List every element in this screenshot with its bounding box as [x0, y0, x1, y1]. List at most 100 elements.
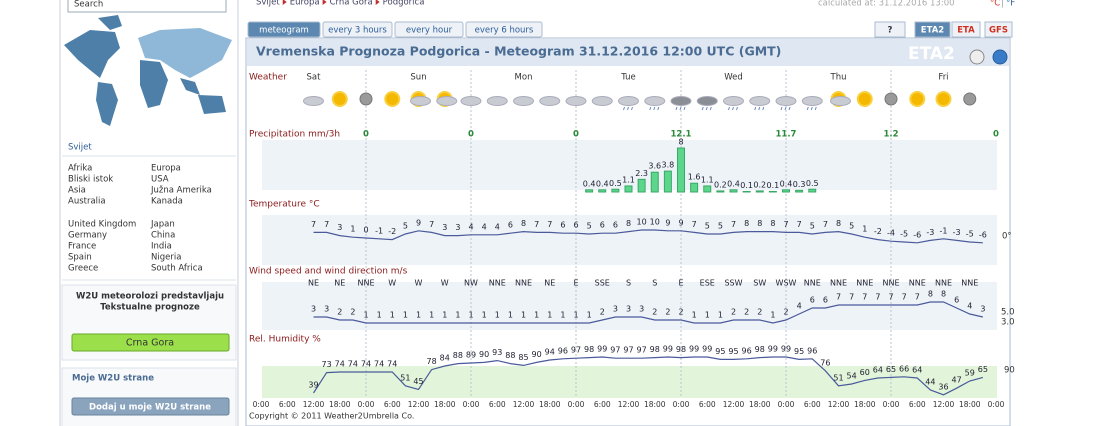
region-link[interactable]: USA — [151, 175, 169, 185]
time-label: 18:00 — [749, 400, 771, 409]
tab[interactable] — [247, 21, 321, 38]
region-link[interactable]: Južna Amerika — [150, 186, 212, 196]
country-link[interactable]: Germany — [68, 231, 107, 241]
unit-f[interactable]: °F — [1006, 0, 1015, 9]
humidity-label: 99 — [768, 345, 778, 354]
cloud-icon — [618, 96, 639, 106]
humidity-label: 78 — [427, 357, 437, 366]
country-link[interactable]: Japan — [150, 220, 175, 230]
promo-button-label[interactable]: Crna Gora — [126, 338, 174, 349]
tab-label[interactable]: every 3 hours — [328, 26, 387, 36]
precip-label: 2.3 — [635, 169, 648, 178]
back-icon[interactable] — [969, 49, 985, 65]
precip-bar — [585, 189, 594, 193]
wind-speed-label: 1 — [534, 311, 539, 320]
precip-total: 0 — [573, 130, 579, 140]
sun-icon — [856, 91, 873, 107]
row-label: Wind speed and wind direction m/s — [249, 267, 408, 277]
cloud-icon — [723, 96, 744, 106]
temperature-label: -2 — [874, 227, 882, 236]
add-button-label[interactable]: Dodaj u moje W2U strane — [89, 403, 211, 413]
region-link[interactable]: Kanada — [151, 197, 183, 207]
moon-icon — [963, 92, 977, 106]
rain-icon — [649, 106, 660, 111]
model-tab[interactable] — [951, 21, 981, 38]
country-link[interactable]: United Kingdom — [68, 220, 136, 230]
day-label: Sat — [307, 73, 322, 83]
day-label: Thu — [830, 73, 847, 83]
country-link[interactable]: India — [151, 242, 172, 252]
model-label[interactable]: ETA — [957, 26, 975, 36]
country-link[interactable]: Spain — [68, 253, 92, 263]
humidity-label: 98 — [650, 345, 660, 354]
temperature-label: 7 — [731, 220, 736, 229]
temperature-label: 7 — [797, 220, 802, 229]
wind-axis: 3.0 — [1001, 318, 1015, 328]
model-tab[interactable] — [984, 21, 1013, 38]
breadcrumb-item[interactable]: Svijet — [256, 0, 280, 8]
humidity-label: 84 — [440, 354, 450, 363]
country-link[interactable]: France — [68, 242, 96, 252]
model-tab[interactable] — [914, 21, 951, 38]
tab-label[interactable]: meteogram — [259, 26, 309, 36]
cloud-icon — [749, 96, 771, 106]
region-link[interactable]: Bliski istok — [68, 175, 113, 185]
precip-bar — [611, 188, 620, 193]
wind-speed-label: 3 — [311, 305, 316, 314]
breadcrumb-item[interactable]: Podgorica — [383, 0, 425, 8]
model-label[interactable]: ? — [888, 26, 893, 36]
tab-label[interactable]: every 6 hours — [475, 26, 534, 36]
temperature-label: 3 — [337, 223, 342, 232]
precip-label: 0.4 — [583, 179, 596, 188]
region-link[interactable]: Asia — [68, 186, 86, 196]
breadcrumb-item[interactable]: Crna Gora — [330, 0, 373, 8]
region-link[interactable]: Australia — [68, 197, 106, 207]
time-label: 6:00 — [594, 400, 611, 409]
wind-direction: NNE — [515, 279, 532, 288]
promo-button[interactable] — [71, 333, 230, 352]
humidity-label: 51 — [400, 373, 410, 382]
unit-c[interactable]: °C — [990, 0, 1000, 9]
temperature-label: 5 — [849, 222, 854, 231]
country-link[interactable]: China — [151, 231, 175, 241]
humidity-label: 97 — [610, 346, 620, 355]
time-label: 0:00 — [673, 400, 690, 409]
time-label: 6:00 — [909, 400, 926, 409]
region-link[interactable]: Europa — [151, 164, 181, 174]
time-label: 18:00 — [644, 400, 666, 409]
time-label: 6:00 — [699, 400, 716, 409]
globe-icon[interactable] — [992, 49, 1008, 65]
moon-icon — [884, 92, 898, 106]
tab[interactable] — [322, 21, 393, 38]
wind-direction: NNE — [935, 279, 952, 288]
panel-title: Vremenska Prognoza Podgorica - Meteogram… — [256, 44, 781, 59]
tab-label[interactable]: every hour — [406, 26, 453, 36]
search-box[interactable] — [67, 0, 227, 13]
wind-direction: NNE — [830, 279, 847, 288]
wind-speed-label: 3 — [980, 305, 985, 314]
precip-label: 0.4 — [596, 179, 609, 188]
tab[interactable] — [394, 21, 464, 38]
section-title[interactable]: Svijet — [68, 143, 92, 153]
region-link[interactable]: Afrika — [68, 164, 92, 174]
precip-total: 1.2 — [883, 130, 898, 140]
time-label: 0:00 — [463, 400, 480, 409]
model-label[interactable]: ETA2 — [921, 26, 945, 36]
humidity-label: 96 — [742, 346, 752, 355]
temperature-label: 6 — [573, 221, 578, 230]
tab[interactable] — [465, 21, 543, 38]
cloud-icon — [644, 96, 666, 106]
precip-bar — [637, 178, 646, 193]
wind-speed-label: 1 — [403, 311, 408, 320]
breadcrumb-item[interactable]: Europa — [290, 0, 320, 8]
country-link[interactable]: Nigeria — [151, 253, 181, 263]
humidity-label: 99 — [702, 345, 712, 354]
sun-icon — [909, 91, 926, 107]
model-tab[interactable] — [874, 21, 906, 38]
model-label[interactable]: GFS — [989, 26, 1008, 36]
add-button[interactable] — [71, 397, 230, 416]
country-link[interactable]: South Africa — [151, 264, 203, 274]
wind-speed-label: 6 — [810, 296, 815, 305]
humidity-label: 65 — [978, 365, 988, 374]
country-link[interactable]: Greece — [68, 264, 98, 274]
